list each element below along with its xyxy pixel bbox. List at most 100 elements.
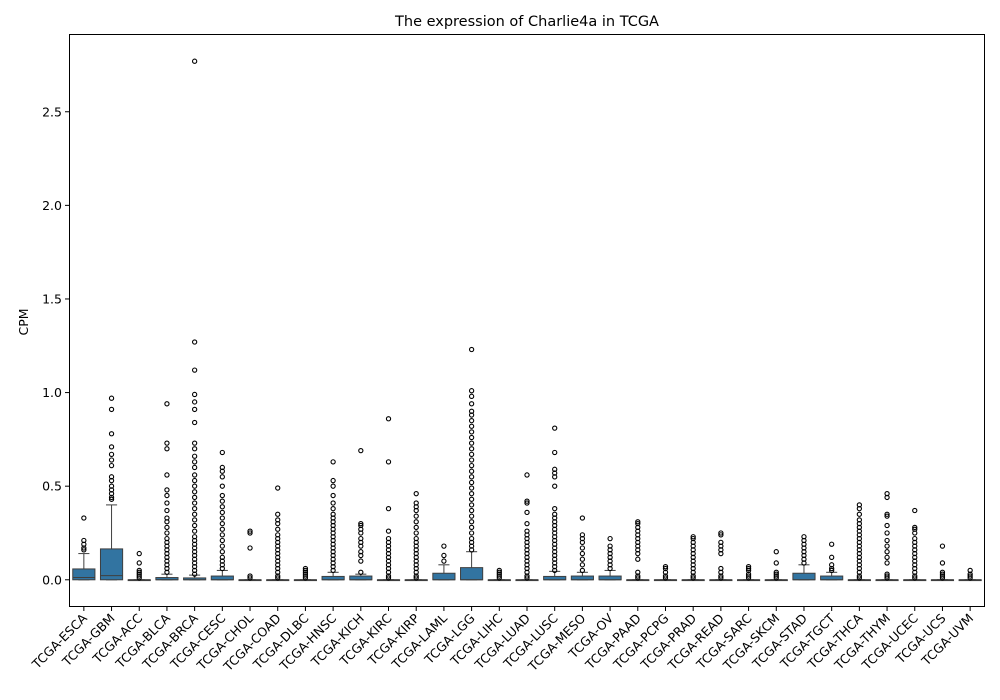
outlier-point [191, 440, 198, 446]
outlier-point [468, 346, 475, 353]
outlier-point [164, 446, 170, 452]
outlier-point [358, 569, 364, 575]
outlier-point [939, 571, 946, 577]
y-tick-label: 2.5 [42, 104, 62, 119]
outlier-point [302, 567, 309, 574]
box-tcga-ucs [930, 543, 955, 582]
box-tcga-cesc [210, 449, 234, 581]
outlier-point [191, 528, 198, 534]
outlier-point [191, 477, 198, 484]
outlier-point [967, 567, 973, 574]
outlier-point [884, 571, 890, 577]
y-axis-label: CPM [16, 308, 31, 335]
outlier-point [939, 569, 946, 575]
outlier-point [773, 569, 779, 575]
outlier-point [191, 453, 198, 459]
outlier-point [468, 408, 475, 414]
outlier-point [468, 457, 475, 463]
box-tcga-lusc [543, 425, 567, 581]
outlier-point [385, 505, 392, 512]
outlier-point [108, 496, 115, 502]
outlier-point [219, 543, 225, 549]
outlier-point [468, 491, 475, 497]
outlier-point [552, 466, 558, 472]
outlier-point [579, 545, 586, 551]
box-tcga-thca [847, 502, 871, 582]
outlier-point [468, 393, 475, 399]
y-tick-label: 1.5 [42, 291, 62, 306]
outlier-point [524, 520, 530, 527]
outlier-point [219, 474, 225, 480]
outlier-point [579, 562, 586, 568]
outlier-point [219, 549, 225, 555]
outlier-point [607, 535, 613, 542]
outlier-point [856, 517, 863, 523]
outlier-point [413, 530, 419, 536]
outlier-point [358, 520, 364, 527]
outlier-point [81, 537, 87, 544]
outlier-point [219, 504, 225, 510]
outlier-point [275, 511, 281, 517]
outlier-point [718, 539, 724, 545]
outlier-point [579, 515, 586, 521]
outlier-point [496, 567, 502, 574]
box-tcga-luad [515, 472, 539, 582]
outlier-point [635, 520, 641, 527]
outlier-point [468, 418, 475, 424]
outlier-point [275, 526, 281, 532]
outlier-point [607, 543, 613, 549]
outlier-point [385, 528, 392, 534]
outlier-point [219, 520, 225, 527]
outlier-point [718, 530, 724, 536]
outlier-point [468, 479, 475, 486]
outlier-point [801, 534, 807, 540]
outlier-point [552, 425, 558, 431]
iqr-box [432, 572, 456, 581]
outlier-point [690, 534, 696, 540]
outlier-point [108, 451, 115, 458]
outlier-point [358, 447, 364, 454]
outlier-point [164, 530, 170, 536]
outlier-point [939, 543, 946, 549]
outlier-point [468, 496, 475, 502]
outlier-point [468, 401, 475, 407]
iqr-box [570, 575, 594, 581]
outlier-point [884, 522, 890, 529]
outlier-point [219, 464, 225, 471]
iqr-box [72, 568, 96, 581]
outlier-point [829, 562, 835, 568]
outlier-point [164, 524, 170, 531]
outlier-point [330, 459, 336, 465]
outlier-point [247, 573, 253, 579]
outlier-point [191, 522, 198, 529]
outlier-point [441, 558, 447, 564]
box-tcga-read [709, 530, 733, 582]
outlier-point [330, 483, 336, 489]
chart-title: The expression of Charlie4a in TCGA [394, 14, 659, 30]
outlier-point [136, 550, 142, 557]
outlier-point [413, 535, 419, 542]
outlier-point [884, 537, 890, 544]
outlier-point [108, 406, 115, 413]
outlier-point [690, 575, 696, 581]
outlier-point [468, 429, 475, 435]
outlier-point [884, 543, 890, 549]
box-tcga-kirp [404, 491, 428, 582]
outlier-point [330, 477, 336, 484]
outlier-point [358, 522, 364, 529]
outlier-point [108, 483, 115, 489]
outlier-point [247, 545, 253, 551]
outlier-point [191, 494, 198, 501]
outlier-point [524, 509, 530, 516]
outlier-point [191, 464, 198, 471]
box-tcga-hnsc [321, 459, 345, 581]
iqr-box [210, 575, 234, 581]
outlier-point [358, 535, 364, 542]
outlier-point [468, 485, 475, 491]
outlier-point [275, 575, 281, 581]
outlier-point [524, 472, 530, 478]
outlier-point [884, 554, 890, 560]
outlier-point [164, 487, 170, 493]
outlier-point [219, 554, 225, 560]
outlier-point [468, 474, 475, 480]
